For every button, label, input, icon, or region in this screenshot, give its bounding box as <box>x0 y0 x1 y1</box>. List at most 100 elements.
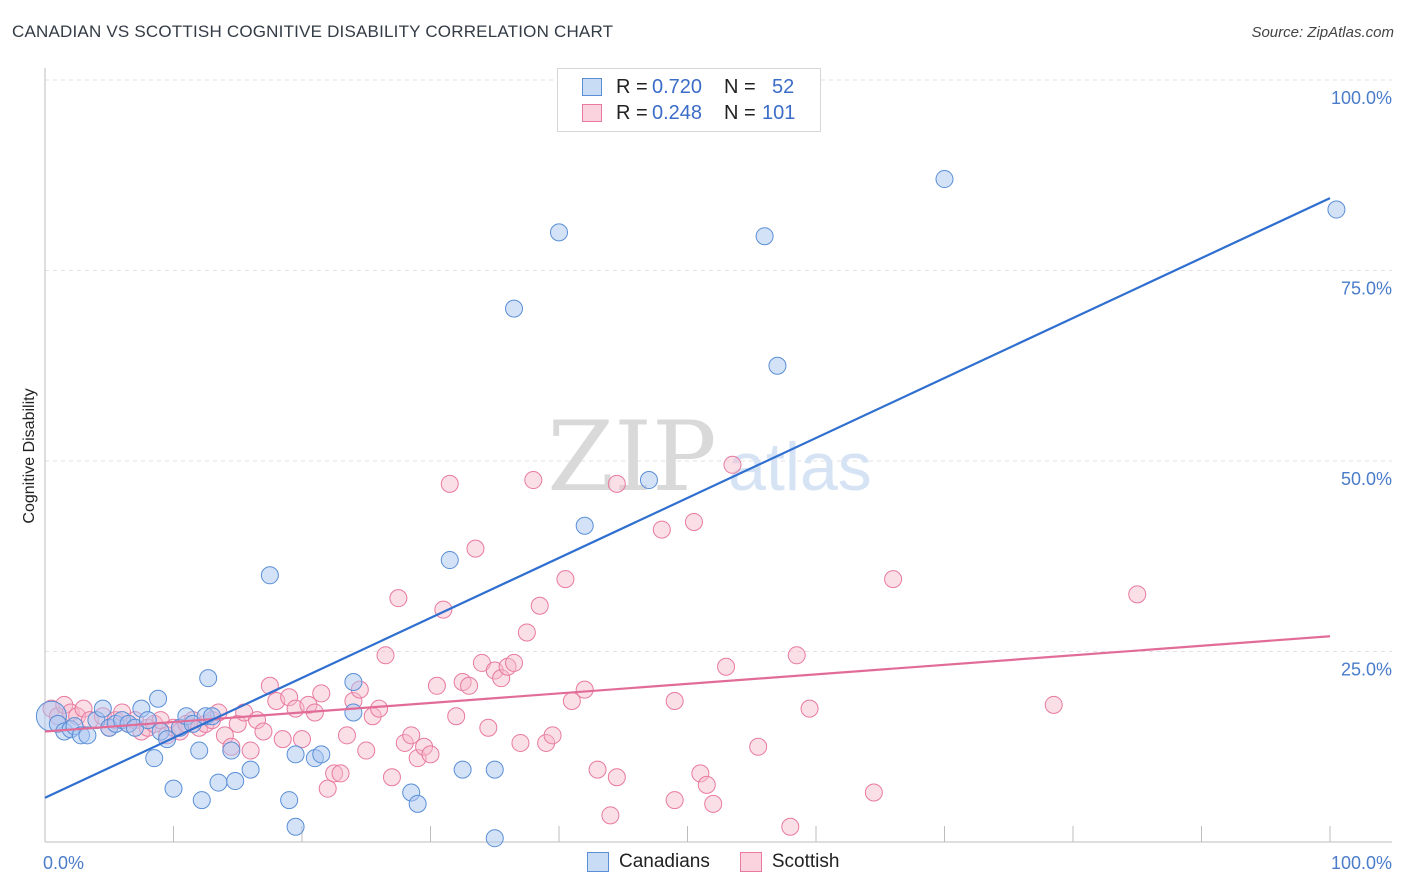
canadian-point <box>280 791 299 810</box>
canadian-point <box>1327 200 1346 219</box>
canadian-point <box>550 223 568 242</box>
canadian-point <box>241 760 260 779</box>
scottish-point <box>402 726 421 745</box>
canadians-swatch <box>587 852 609 872</box>
canadian-point <box>145 749 164 768</box>
legend-item-scottish: Scottish <box>739 851 840 873</box>
scottish-swatch <box>739 852 762 872</box>
scottish-point <box>241 741 260 760</box>
r-label: R = <box>616 75 648 98</box>
scottish-point <box>447 707 466 726</box>
y-tick-label: 100.0% <box>1331 88 1392 108</box>
scottish-point <box>389 589 408 608</box>
scottish-point <box>370 699 389 718</box>
scottish-point <box>723 455 742 474</box>
scottish-point <box>280 688 299 707</box>
r-value: 0.720 <box>652 75 703 98</box>
canadian-point <box>78 726 97 745</box>
canadian-point <box>286 817 305 836</box>
canadian-point <box>575 516 594 535</box>
scottish-point <box>691 764 710 783</box>
legend-row-scottish: R = 0.248 N = 101 <box>582 100 795 126</box>
scottish-point <box>530 596 549 615</box>
canadian-point <box>149 689 168 708</box>
canadian-point <box>755 227 774 246</box>
scottish-point <box>331 764 350 783</box>
canadian-point <box>164 779 183 798</box>
canadian-trend-line <box>44 197 1331 799</box>
scottish-point <box>337 726 356 745</box>
scottish-point <box>293 730 311 749</box>
canadians-label: Canadians <box>619 851 710 872</box>
y-tick-label: 75.0% <box>1341 279 1392 299</box>
canadian-point <box>226 772 245 791</box>
scottish-point <box>479 718 498 737</box>
canadian-point <box>453 760 472 779</box>
canadian-point <box>209 773 228 792</box>
n-label: N = <box>724 101 756 124</box>
chart-title: CANADIAN VS SCOTTISH COGNITIVE DISABILIT… <box>12 22 614 41</box>
scottish-point <box>215 726 234 745</box>
legend-row-canadians: R = 0.720 N = 52 <box>582 74 794 100</box>
canadian-point <box>93 699 112 718</box>
canadian-point <box>768 356 787 375</box>
canadian-point <box>344 672 363 691</box>
scottish-point <box>1128 585 1147 604</box>
scottish-point <box>357 741 376 760</box>
scottish-label: Scottish <box>771 851 840 872</box>
canadian-point <box>344 703 363 722</box>
scottish-swatch <box>582 104 602 122</box>
scottish-point <box>588 760 607 779</box>
scottish-point <box>1044 695 1063 714</box>
scottish-point <box>318 779 337 798</box>
scottish-point <box>556 570 575 589</box>
canadian-point <box>505 299 524 318</box>
scottish-point <box>787 646 806 665</box>
watermark: ZIP atlas <box>547 401 871 513</box>
tick-labels: 25.0% 50.0% 75.0% 100.0% 0.0% 100.0% <box>43 88 1392 873</box>
scottish-point <box>517 623 536 642</box>
scottish-point <box>395 733 414 752</box>
scottish-point <box>382 768 401 787</box>
canadian-point <box>286 745 305 764</box>
scottish-point <box>254 722 273 741</box>
scottish-point <box>884 570 903 589</box>
scottish-point <box>427 676 446 695</box>
scottish-point <box>537 733 556 752</box>
scottish-trend-line <box>44 635 1331 733</box>
canadian-point <box>192 791 211 810</box>
scottish-point <box>466 539 485 558</box>
grid-lines <box>45 79 1392 652</box>
axes <box>44 68 1392 843</box>
scottish-point <box>749 737 768 756</box>
x-tick-label: 0.0% <box>43 853 84 873</box>
r-value: 0.248 <box>652 101 703 124</box>
scottish-point <box>312 684 331 703</box>
scottish-point <box>376 646 395 665</box>
correlation-legend: R = 0.720 N = 52 R = 0.248 N = 101 <box>557 68 821 132</box>
scottish-point <box>800 699 819 718</box>
scottish-point <box>864 783 883 802</box>
trend-lines <box>44 197 1331 799</box>
scottish-point <box>74 699 93 718</box>
scottish-point <box>781 817 800 836</box>
canadian-point <box>485 829 504 848</box>
canadian-point <box>408 794 427 813</box>
scottish-point <box>607 768 626 787</box>
scottish-point <box>511 733 530 752</box>
n-value: 101 <box>762 101 796 124</box>
n-value: 52 <box>772 75 795 98</box>
y-axis-label: Cognitive Disability <box>21 388 38 523</box>
y-tick-label: 25.0% <box>1341 660 1392 680</box>
scottish-point <box>607 474 626 493</box>
scottish-point <box>273 730 292 749</box>
n-label: N = <box>724 75 756 98</box>
scottish-point <box>543 726 562 745</box>
scottish-points <box>42 455 1147 836</box>
scottish-point <box>440 474 459 493</box>
r-label: R = <box>616 101 648 124</box>
scottish-point <box>228 714 247 733</box>
scottish-point <box>652 520 671 539</box>
scottish-point <box>665 791 684 810</box>
